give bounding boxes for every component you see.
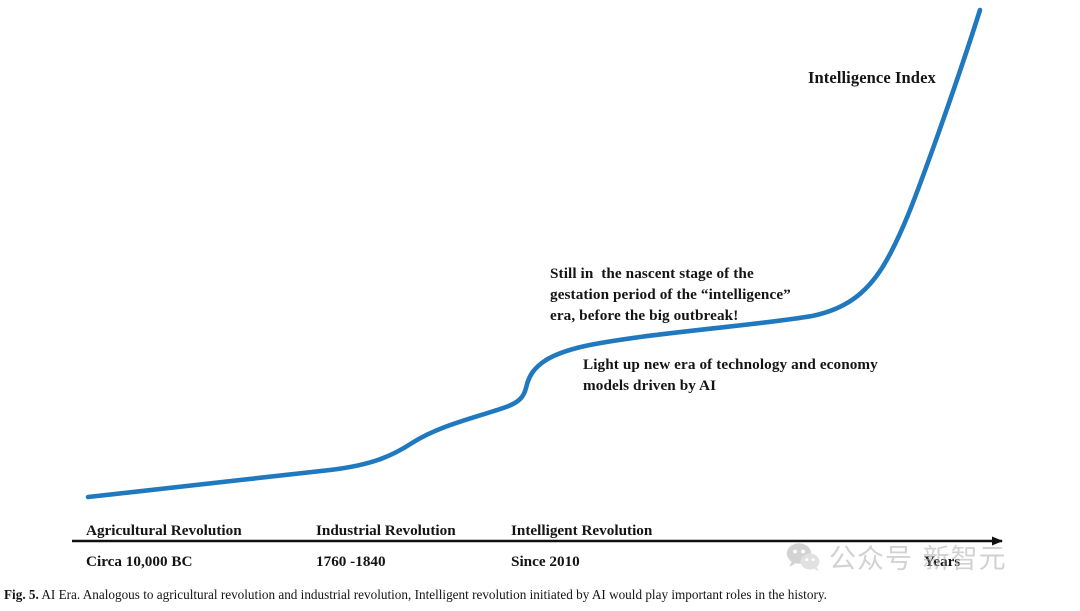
chart-plot-area: Intelligence Index Still in the nascent …: [72, 7, 1003, 546]
era-label-industrial-revolution: Industrial Revolution: [316, 522, 456, 539]
era-label-agricultural-revolution: Agricultural Revolution: [86, 522, 242, 539]
era-label-intelligent-revolution: Intelligent Revolution: [511, 522, 653, 539]
era-date-intelligent-revolution: Since 2010: [511, 553, 580, 570]
era-axis-labels: Agricultural Revolution Circa 10,000 BC …: [0, 515, 1080, 580]
intelligence-index-chart: [72, 7, 1003, 546]
annotation-nascent-stage: Still in the nascent stage of the gestat…: [550, 265, 791, 324]
figure-caption-text: AI Era. Analogous to agricultural revolu…: [41, 587, 827, 602]
annotation-light-up-new-era: Light up new era of technology and econo…: [583, 356, 878, 394]
era-date-agricultural-revolution: Circa 10,000 BC: [86, 553, 193, 570]
figure-caption-label: Fig. 5.: [4, 587, 39, 602]
intelligence-index-curve: [85, 7, 983, 500]
axis-unit-label-years: Years: [924, 553, 961, 570]
series-label-intelligence-index: Intelligence Index: [808, 68, 936, 87]
era-date-industrial-revolution: 1760 -1840: [316, 553, 386, 570]
figure-caption: Fig. 5. AI Era. Analogous to agricultura…: [0, 586, 1080, 604]
